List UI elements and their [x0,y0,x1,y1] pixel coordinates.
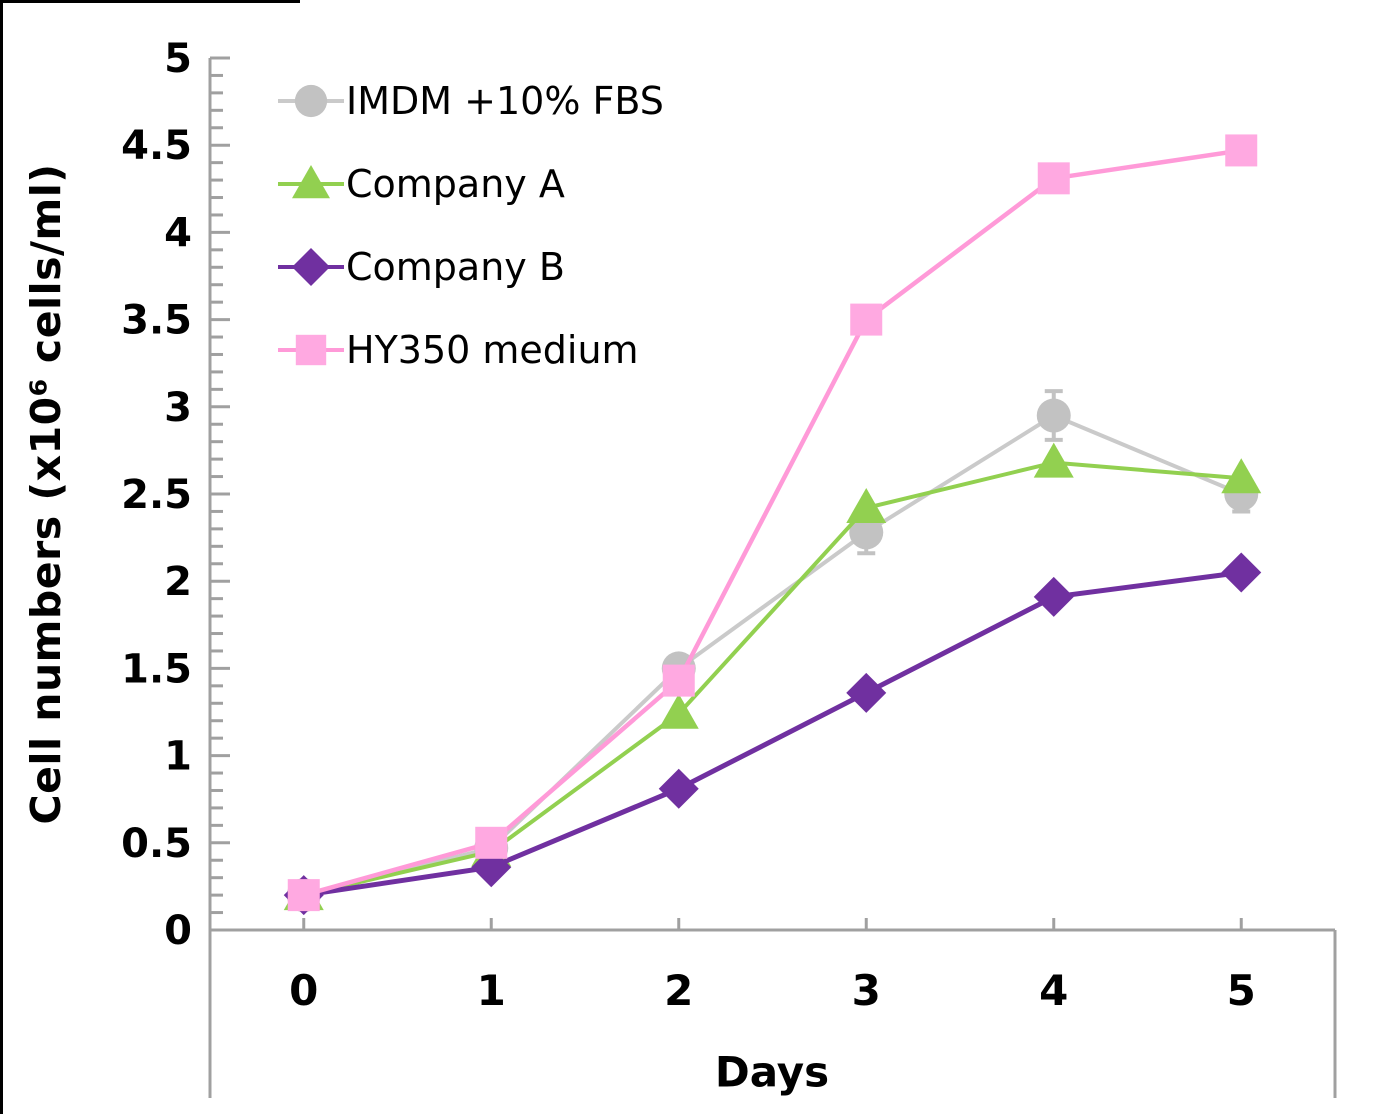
legend-label: HY350 medium [346,327,639,372]
square-marker [1037,162,1070,195]
series-1 [283,442,1262,911]
legend-item-company-b: Company B [278,225,664,308]
triangle-marker [658,693,699,729]
diamond-marker [846,672,887,713]
triangle-marker [1221,458,1262,494]
diamond-marker-icon [278,247,344,286]
circle-marker-icon [278,84,344,117]
x-tick-label: 4 [1039,966,1068,1015]
y-tick-label: 1.5 [121,646,192,692]
y-tick-label: 2 [164,559,192,605]
circle-marker [849,515,884,550]
y-axis-title: Cell numbers (x10⁶ cells/ml) [22,163,70,825]
triangle-marker [846,487,887,523]
legend-item-hy350: HY350 medium [278,308,664,391]
diamond-marker [1221,552,1262,593]
x-tick-label: 5 [1227,966,1256,1015]
legend-label: Company A [346,161,565,206]
square-marker [850,303,883,336]
y-tick-label: 4.5 [121,123,192,169]
series-line [303,148,1242,898]
diamond-marker [1033,576,1074,617]
x-tick-label: 2 [664,966,693,1015]
figure-border-left [0,0,3,1114]
x-axis-title: Days [714,1047,830,1097]
square-marker [295,334,327,365]
legend-label: Company B [346,244,565,289]
x-tick-label: 0 [289,966,318,1015]
legend: IMDM +10% FBS Company A Company B HY350 … [278,59,664,391]
y-tick-label: 1 [164,734,192,780]
square-marker [287,879,320,912]
series-line [303,570,1242,898]
square-marker-icon [278,334,344,365]
legend-item-company-a: Company A [278,142,664,225]
x-tick-label: 1 [477,966,506,1015]
circle-marker [1036,398,1071,433]
y-tick-label: 0 [164,908,192,954]
y-tick-label: 3 [164,385,192,431]
series-line [303,460,1242,898]
triangle-marker [292,164,330,198]
y-tick-label: 5 [164,36,192,82]
series-3 [287,134,1258,912]
x-tick-label: 3 [852,966,881,1015]
series-line [303,413,1243,898]
diamond-marker [658,768,699,809]
triangle-marker-icon [278,164,344,198]
y-tick-label: 3.5 [121,298,192,344]
square-marker [1225,134,1258,167]
legend-label: IMDM +10% FBS [346,78,664,123]
triangle-marker [1033,442,1074,478]
figure-border-top [0,0,300,3]
y-tick-label: 4 [164,210,192,256]
legend-item-imdm: IMDM +10% FBS [278,59,664,142]
diamond-marker [292,247,330,286]
y-tick-label: 2.5 [121,472,192,518]
circle-marker [294,84,328,117]
square-marker [662,664,695,697]
square-marker [475,826,508,859]
y-tick-label: 0.5 [121,821,192,867]
